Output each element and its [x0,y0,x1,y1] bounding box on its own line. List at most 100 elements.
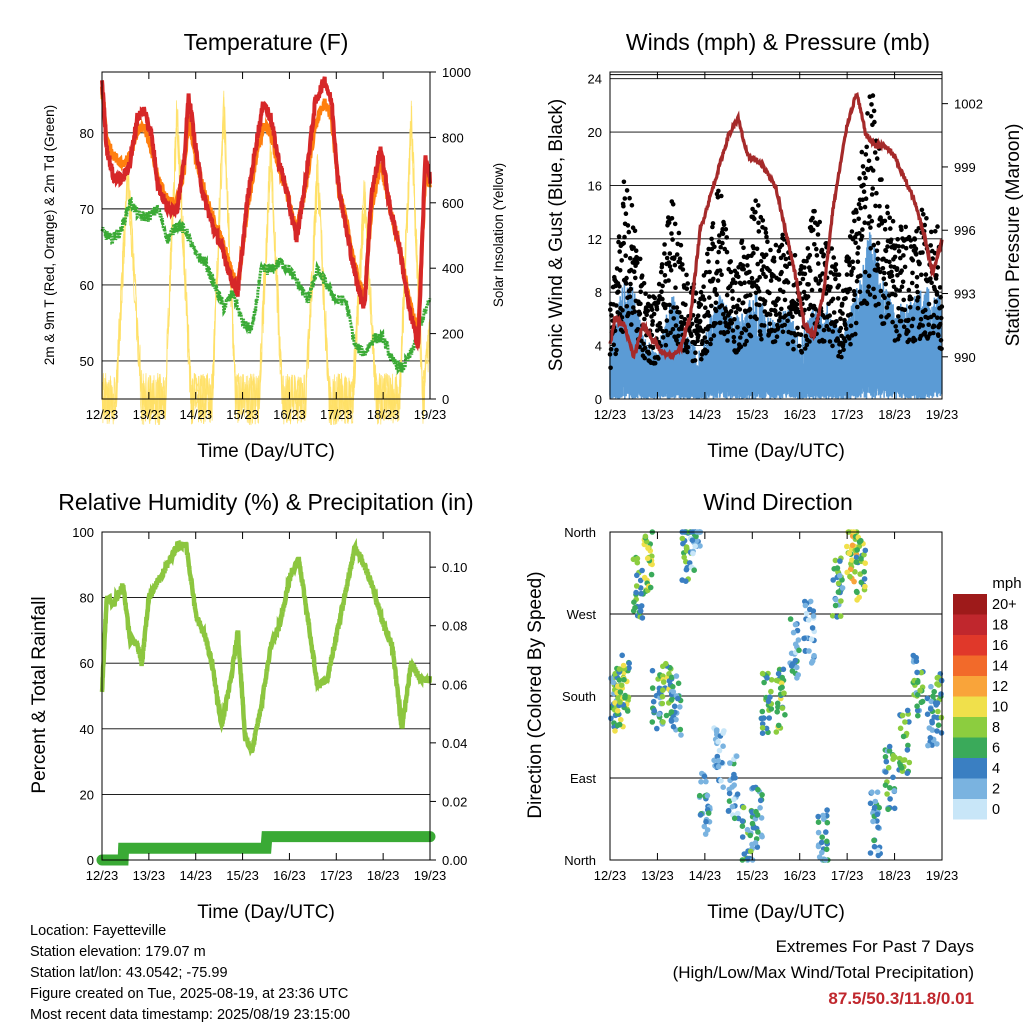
gust-point [792,253,798,258]
direction-point [715,757,721,764]
gust-point [773,308,778,314]
direction-point [829,613,836,619]
direction-point [753,808,759,815]
gust-point [778,315,783,320]
direction-point [901,757,908,763]
direction-point [870,818,876,825]
direction-point [614,708,621,714]
direction-point [861,569,867,575]
direction-point [714,753,721,760]
gust-point [824,323,830,329]
gust-point [708,341,713,347]
gust-point [868,225,873,230]
gust-point [626,310,631,316]
gust-point [754,316,759,322]
direction-point [673,716,679,723]
direction-point [779,705,786,711]
gust-point [742,280,747,286]
direction-x-tick-label: 19/23 [926,868,959,883]
temperature-x-tick-label: 14/23 [179,407,212,422]
direction-point [871,837,877,844]
gust-point [771,255,777,261]
gust-point [663,342,669,348]
direction-plot-frame [609,531,943,861]
gust-point [731,339,737,344]
gust-point [685,349,690,355]
gust-point [874,190,879,196]
gust-point [708,337,714,342]
direction-point [775,670,782,677]
gust-point [887,259,892,265]
gust-point [862,204,868,210]
winds-y2-tick-label: 1002 [954,97,983,112]
gust-point [716,188,721,194]
direction-point [766,715,772,721]
gust-point [853,240,858,246]
direction-x-tick-label: 15/23 [736,868,769,883]
gust-point [616,239,621,245]
direction-point [883,769,889,775]
gust-point [862,220,867,225]
gust-point [875,240,881,246]
gust-point [847,262,852,268]
direction-point [906,719,912,725]
gust-point [893,324,898,329]
direction-point [697,543,703,549]
direction-point [928,683,934,690]
gust-point [673,285,678,291]
gust-point [907,337,912,343]
gust-point [748,333,754,339]
direction-point [795,637,802,643]
humidity-y-tick-label: 60 [80,656,94,671]
gust-point [785,318,790,324]
gust-point [860,164,866,169]
gust-point [780,329,786,335]
direction-point [720,784,726,790]
direction-point [692,543,698,549]
gust-point [856,216,861,222]
temperature-x-tick-label: 15/23 [226,407,259,422]
gust-point [660,283,665,289]
gust-point [857,231,862,236]
direction-point [914,679,921,685]
temperature-y-tick-label: 70 [80,202,94,217]
gust-point [893,292,898,298]
direction-point [718,777,724,784]
legend-swatch [953,717,987,738]
humidity-y2-tick-label: 0.10 [442,560,467,575]
direction-point [670,683,676,690]
direction-point [819,834,825,840]
gust-point [841,347,846,353]
gust-point [813,278,819,283]
winds-x-tick-label: 14/23 [689,407,722,422]
direction-point [875,824,881,831]
direction-point [701,773,708,780]
direction-point [886,748,893,754]
gust-point [677,310,682,315]
gust-point [703,270,709,275]
direction-point [810,608,817,614]
direction-point [716,747,723,754]
direction-point [856,594,862,601]
gust-point [633,275,638,281]
gust-point [713,308,719,314]
direction-ylabel-left: Direction (Colored By Speed) [525,571,546,818]
direction-point [858,555,864,562]
gust-point [637,256,643,262]
gust-point [741,266,746,272]
gust-point [670,202,676,207]
direction-point [645,545,651,551]
winds-y-tick-label: 24 [588,72,602,87]
gust-point [768,278,774,283]
gust-point [639,273,645,279]
temperature-y2-tick-label: 800 [442,130,464,145]
legend-label: 16 [992,638,1008,654]
direction-point [739,834,746,840]
gust-point [913,246,919,251]
gust-point [812,208,817,214]
direction-point [853,559,860,565]
gust-point [704,339,710,345]
temperature-x-tick-label: 18/23 [367,407,400,422]
direction-point [759,708,766,715]
gust-point [871,286,876,292]
